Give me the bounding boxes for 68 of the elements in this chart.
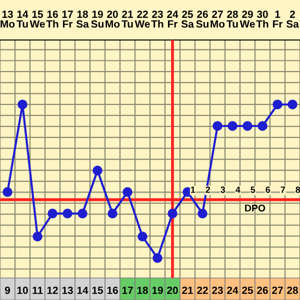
text: 15 We [30, 10, 45, 28]
annotation: 4 [236, 186, 240, 193]
text: 18 Sa [76, 10, 89, 28]
text: 17 Fr [62, 10, 73, 28]
x-tick-label: 16 [107, 286, 118, 294]
text: 1 Fr [272, 10, 283, 28]
text: 30 Th [256, 10, 268, 28]
x-tick-label: 22 [197, 286, 208, 294]
text: 23 Th [151, 10, 164, 28]
x-tick-label: 21 [182, 286, 194, 294]
text: 28 Tu [226, 10, 238, 28]
x-tick-label: 17 [122, 286, 133, 294]
point [168, 208, 178, 218]
annotation: 2 [206, 186, 210, 193]
text: 16 Th [46, 10, 58, 28]
text: 14 Tu [16, 10, 28, 28]
x-tick-label: 12 [47, 286, 58, 294]
x-tick-label: 28 [287, 286, 298, 294]
point [2, 187, 12, 197]
x-tick-label: 15 [92, 286, 104, 294]
point [212, 121, 222, 131]
point [228, 121, 238, 131]
x-tick-label: 19 [152, 286, 163, 294]
text: 2 Sa [286, 10, 299, 28]
text: 27 Mo [210, 10, 225, 28]
x-tick-label: 20 [167, 286, 178, 294]
x-tick-label: 9 [4, 286, 10, 294]
point [258, 121, 268, 131]
point [198, 208, 208, 218]
text: 29 We [240, 10, 255, 28]
point [288, 100, 298, 110]
x-tick-label: 24 [227, 286, 238, 294]
annotation: 3 [220, 186, 226, 193]
text: 13 Mo [0, 10, 15, 28]
text: 24 Fr [167, 10, 178, 28]
point [138, 232, 148, 242]
point [32, 232, 42, 242]
x-tick-label: 23 [212, 286, 223, 294]
annotation: 5 [250, 186, 256, 193]
text: 25 Sa [181, 10, 194, 28]
text: 22 We [134, 10, 150, 28]
annotation: 7 [280, 186, 286, 193]
x-tick-label: 10 [17, 286, 28, 294]
annotation: DPO [245, 204, 266, 212]
point [62, 208, 72, 218]
x-tick-label: 25 [242, 286, 254, 294]
x-tick-label: 14 [77, 286, 88, 294]
point [242, 121, 252, 131]
point [48, 208, 58, 218]
point [18, 100, 28, 110]
annotation: 1 [190, 186, 196, 193]
annotation: 8 [296, 186, 300, 193]
point [92, 166, 102, 176]
point [78, 208, 88, 218]
annotation: 6 [266, 186, 270, 193]
x-tick-label: 18 [137, 286, 148, 294]
x-tick-label: 13 [62, 286, 73, 294]
point [272, 100, 282, 110]
text: 20 Mo [106, 10, 120, 28]
x-tick-label: 27 [272, 286, 283, 294]
x-tick-label: 26 [257, 286, 268, 294]
x-tick-label: 11 [32, 286, 43, 294]
text: 21 Tu [122, 10, 134, 28]
text: 19 Su [91, 10, 104, 28]
point [122, 187, 132, 197]
text: 26 Su [196, 10, 208, 28]
point [152, 253, 162, 263]
point [108, 208, 118, 218]
